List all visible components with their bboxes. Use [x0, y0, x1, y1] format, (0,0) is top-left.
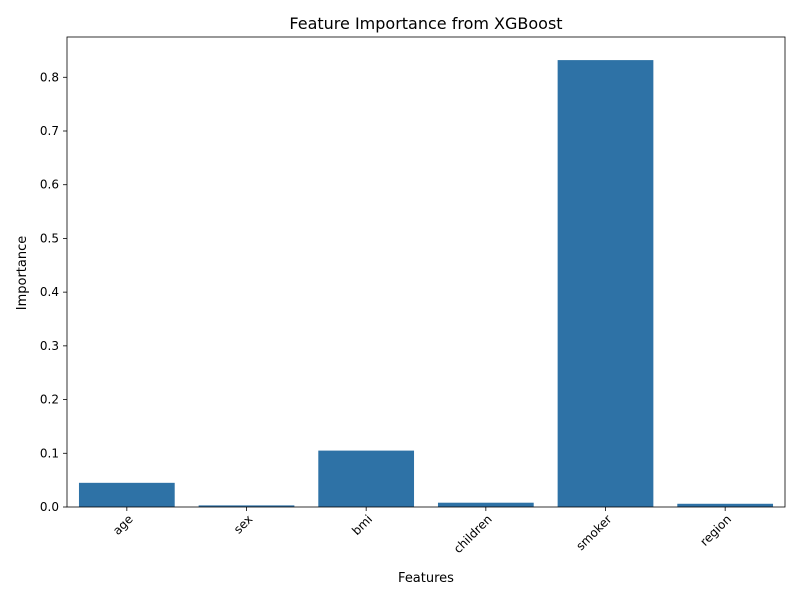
bar-smoker — [557, 60, 654, 508]
x-tick-label: smoker — [573, 512, 614, 553]
chart-title: Feature Importance from XGBoost — [289, 14, 562, 33]
x-tick-label: bmi — [349, 512, 375, 538]
y-tick-label: 0.0 — [40, 500, 59, 514]
bar-children — [437, 502, 534, 507]
y-tick-label: 0.6 — [40, 178, 59, 192]
y-tick-label: 0.4 — [40, 285, 59, 299]
bar-age — [78, 482, 175, 507]
x-axis-label: Features — [398, 571, 454, 586]
y-axis: 0.0 0.1 0.2 0.3 0.4 0.5 0.6 0.7 0.8 — [40, 70, 67, 514]
y-tick-label: 0.5 — [40, 231, 59, 245]
y-tick-label: 0.1 — [40, 446, 59, 460]
x-tick-label: age — [110, 512, 136, 538]
x-tick-label: region — [697, 512, 734, 549]
plot-area — [66, 36, 786, 508]
x-tick-label: children — [451, 512, 495, 556]
bar-bmi — [318, 450, 415, 507]
y-axis-label: Importance — [15, 236, 30, 311]
x-tick-label: sex — [231, 512, 255, 536]
bar-region — [677, 503, 774, 507]
y-tick-label: 0.8 — [40, 70, 59, 84]
x-axis: age sex bmi children smoker region — [110, 507, 734, 556]
bar-sex — [198, 505, 295, 507]
y-tick-label: 0.7 — [40, 124, 59, 138]
plot-frame — [66, 36, 786, 508]
y-tick-label: 0.3 — [40, 339, 59, 353]
y-tick-label: 0.2 — [40, 393, 59, 407]
